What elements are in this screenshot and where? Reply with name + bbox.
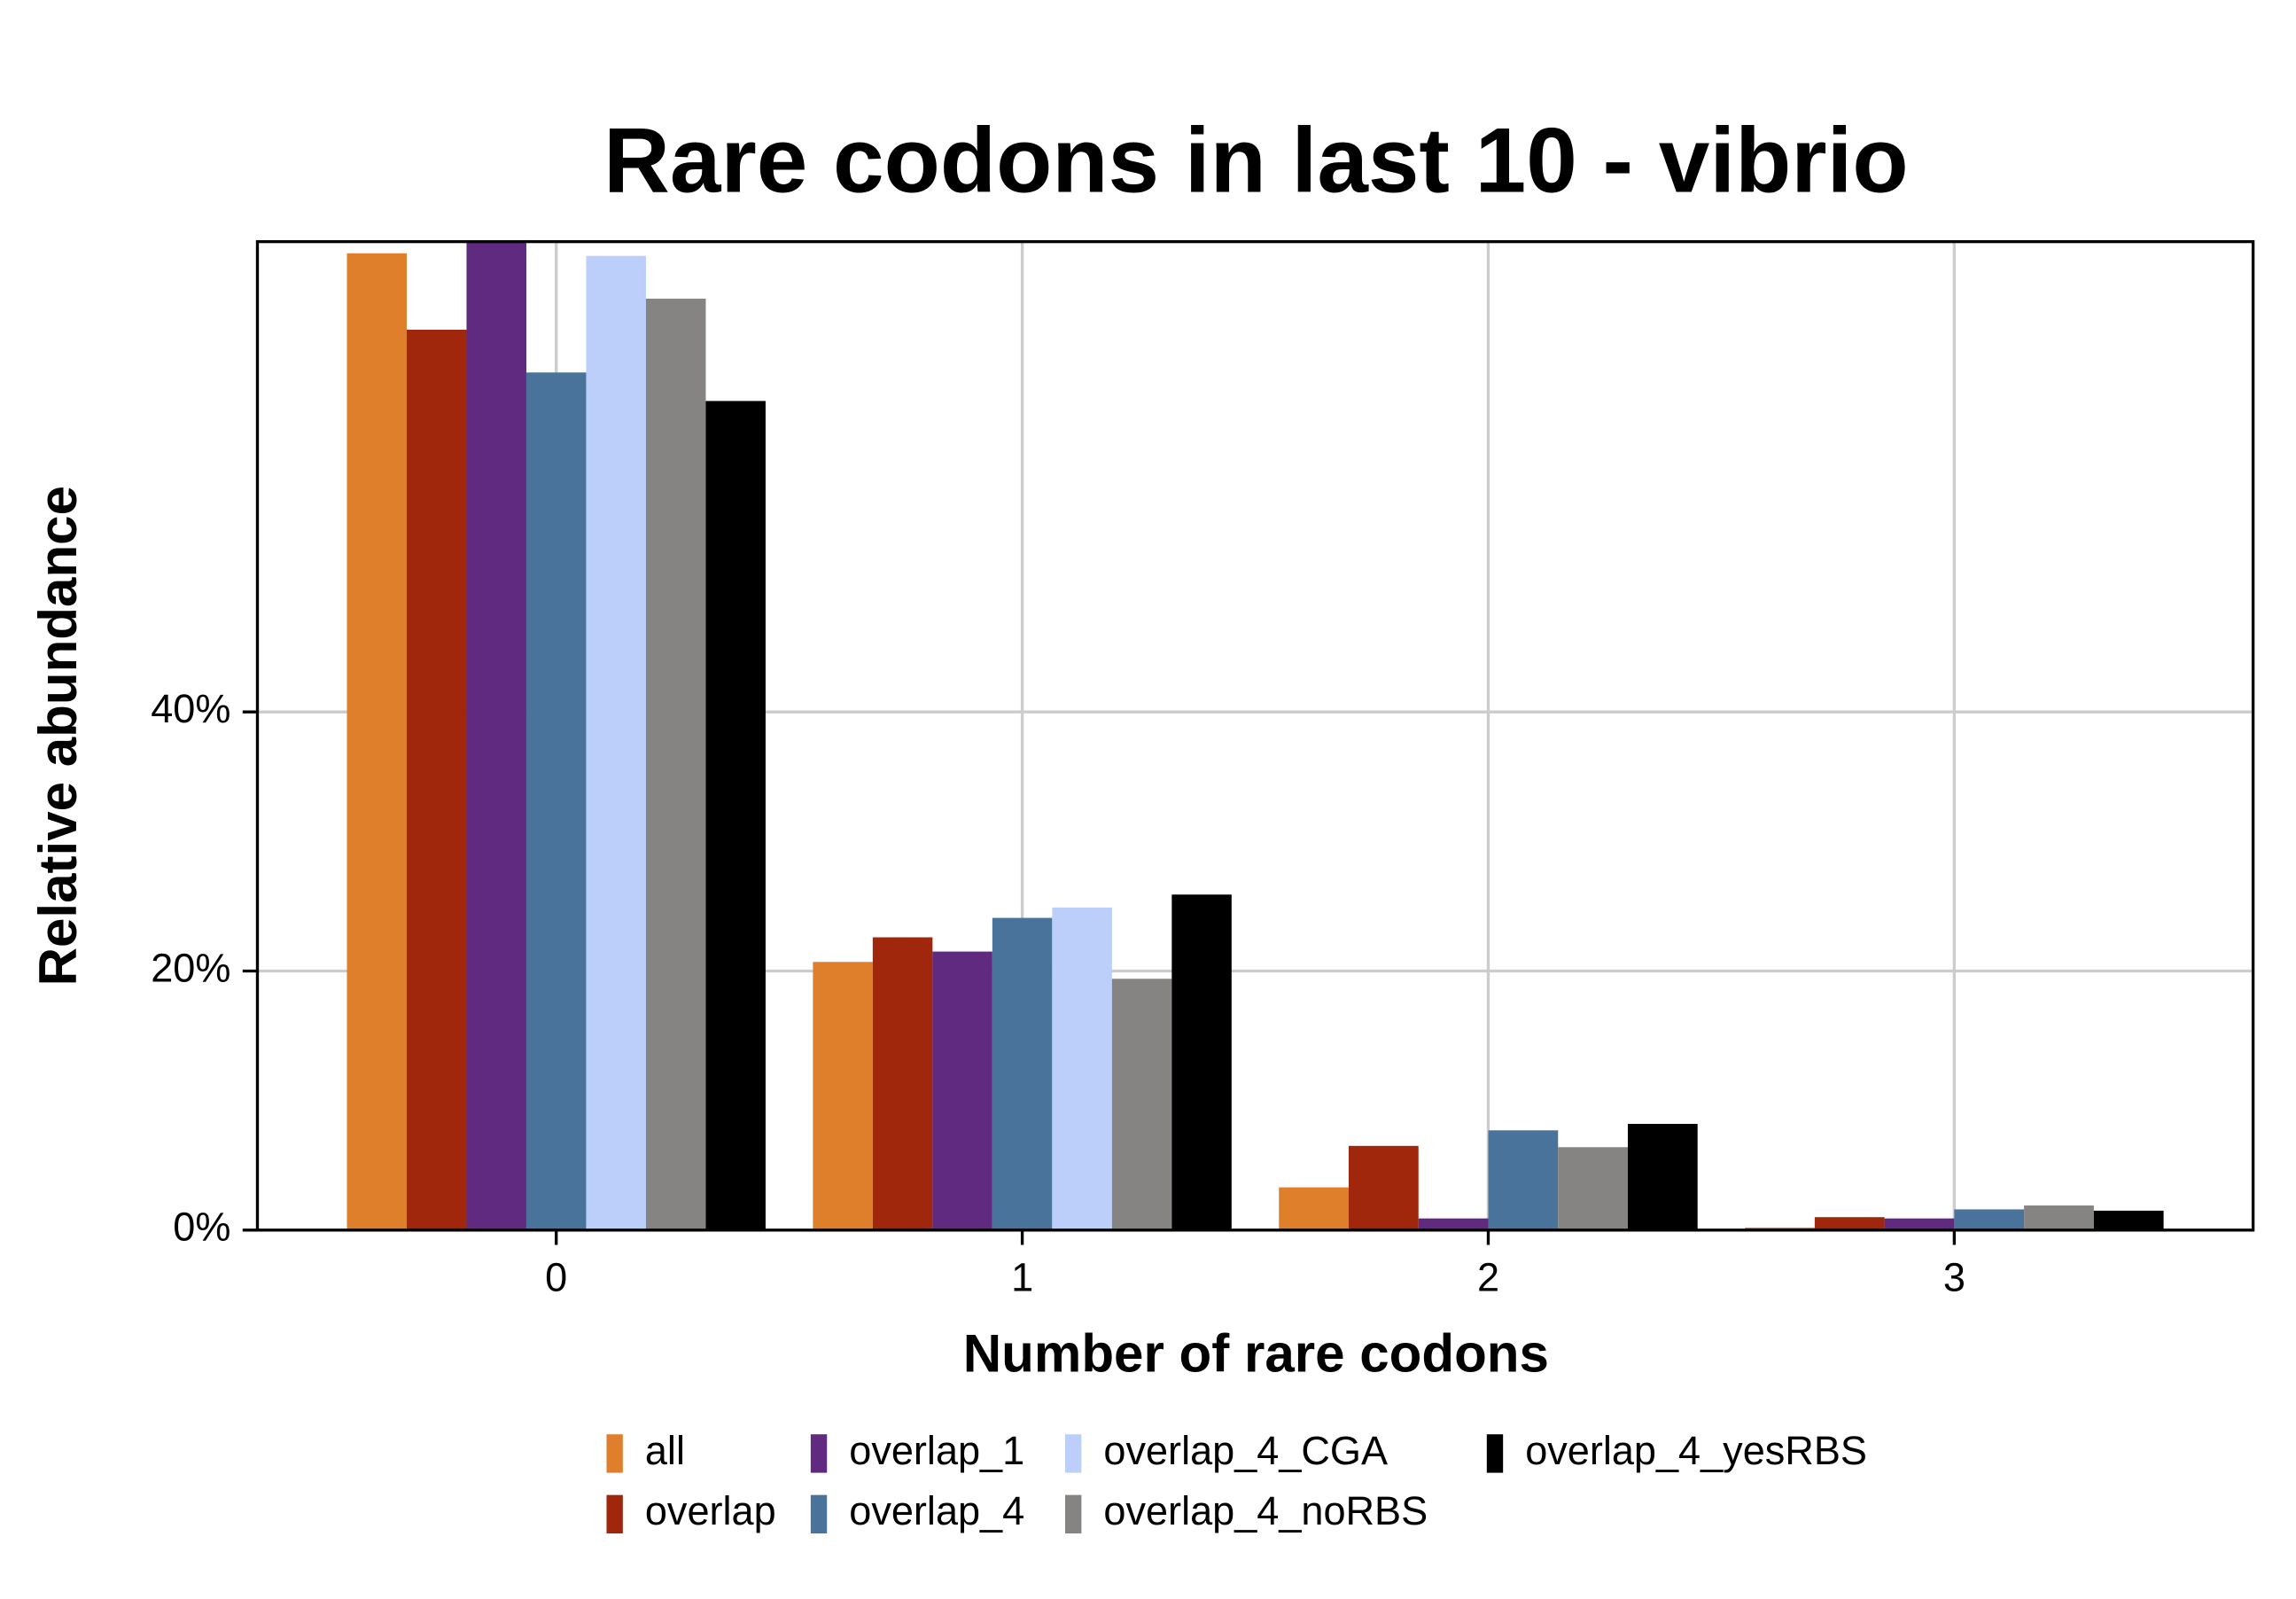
legend-label: all	[645, 1428, 685, 1473]
chart-title: Rare codons in last 10 - vibrio	[603, 108, 1908, 211]
bar	[346, 253, 407, 1230]
bar	[813, 962, 873, 1230]
bar	[1111, 979, 1172, 1230]
y-tick-label: 0%	[173, 1205, 230, 1250]
bar	[525, 372, 587, 1230]
bar	[1627, 1123, 1698, 1230]
y-axis-label: Relative abundance	[28, 486, 88, 986]
bar	[466, 241, 526, 1230]
legend-label: overlap_1	[849, 1428, 1024, 1473]
bar	[1488, 1130, 1559, 1230]
bar	[1171, 894, 1232, 1230]
legend-swatch	[1486, 1434, 1504, 1473]
bar	[1814, 1217, 1885, 1230]
bar	[1279, 1187, 1349, 1230]
x-tick-label: 3	[1943, 1254, 1965, 1299]
bar	[2093, 1210, 2164, 1230]
x-tick-label: 0	[545, 1254, 567, 1299]
bar	[992, 917, 1053, 1230]
legend-label: overlap_4_yesRBS	[1525, 1428, 1867, 1473]
y-tick-label: 20%	[151, 945, 230, 990]
bar	[932, 951, 992, 1230]
x-tick-label: 1	[1011, 1254, 1033, 1299]
legend-swatch	[810, 1434, 828, 1473]
bar	[1418, 1218, 1489, 1230]
legend-label: overlap_4_noRBS	[1103, 1488, 1428, 1533]
bar	[645, 298, 706, 1230]
bar	[1348, 1145, 1419, 1230]
bar	[872, 937, 933, 1230]
legend-label: overlap	[645, 1488, 776, 1533]
legend-swatch	[810, 1494, 828, 1534]
plot-border	[255, 239, 2255, 1232]
legend-swatch	[1065, 1494, 1082, 1534]
bar	[1884, 1218, 1955, 1230]
legend-swatch	[606, 1434, 623, 1473]
legend-swatch	[606, 1494, 623, 1534]
bar	[2024, 1205, 2094, 1230]
y-tick-label: 40%	[151, 686, 230, 731]
bar	[1954, 1209, 2025, 1230]
legend-label: overlap_4	[849, 1488, 1024, 1533]
legend-swatch	[1065, 1434, 1082, 1473]
bar	[1558, 1147, 1628, 1230]
bar	[1052, 907, 1112, 1230]
bar	[586, 255, 646, 1230]
x-axis-label: Number of rare codons	[963, 1323, 1549, 1383]
x-tick-label: 2	[1477, 1254, 1499, 1299]
bar	[705, 401, 766, 1230]
bar	[406, 330, 467, 1230]
legend-label: overlap_4_CGA	[1103, 1428, 1388, 1473]
